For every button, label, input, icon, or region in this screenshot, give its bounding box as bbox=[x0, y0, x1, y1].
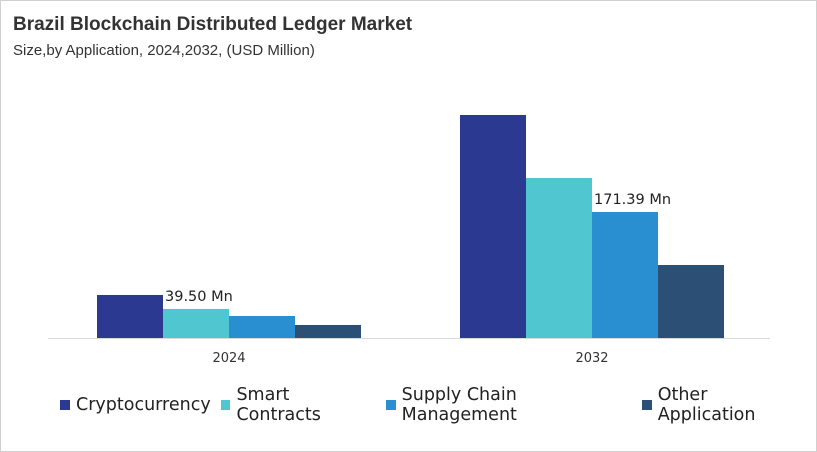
bar-smart-contracts-2024 bbox=[163, 308, 229, 338]
bar-smart-contracts-2032 bbox=[526, 178, 592, 338]
legend-swatch bbox=[385, 400, 396, 410]
legend-label: Other Application bbox=[657, 385, 756, 425]
legend-label: Smart Contracts bbox=[236, 385, 321, 425]
legend: Cryptocurrency Smart Contracts Supply Chai… bbox=[60, 385, 817, 425]
bar-supply-chain-management-2024 bbox=[229, 316, 295, 338]
bar-cryptocurrency-2032 bbox=[460, 114, 526, 338]
data-label: 39.50 Mn bbox=[165, 289, 233, 305]
data-label: 171.39 Mn bbox=[594, 192, 671, 208]
legend-item: Other Application bbox=[641, 385, 807, 425]
x-tick-label: 2024 bbox=[212, 351, 245, 366]
legend-swatch bbox=[220, 400, 231, 410]
legend-swatch bbox=[60, 400, 70, 410]
legend-label: Cryptocurrency bbox=[76, 395, 211, 415]
legend-item: Smart Contracts bbox=[220, 385, 376, 425]
legend-label: Supply Chain Management bbox=[401, 385, 517, 425]
x-tick-label: 2032 bbox=[575, 351, 608, 366]
chart-subtitle: Size,by Application, 2024,2032, (USD Mil… bbox=[13, 42, 315, 59]
legend-item: Cryptocurrency bbox=[60, 385, 211, 425]
bar-supply-chain-management-2032 bbox=[592, 211, 658, 338]
bar-other-application-2032 bbox=[658, 264, 724, 338]
chart-title: Brazil Blockchain Distributed Ledger Mar… bbox=[13, 14, 413, 35]
bar-cryptocurrency-2024 bbox=[97, 294, 163, 338]
legend-item: Supply Chain Management bbox=[385, 385, 632, 425]
bar-other-application-2024 bbox=[295, 324, 361, 338]
legend-swatch bbox=[641, 400, 652, 410]
